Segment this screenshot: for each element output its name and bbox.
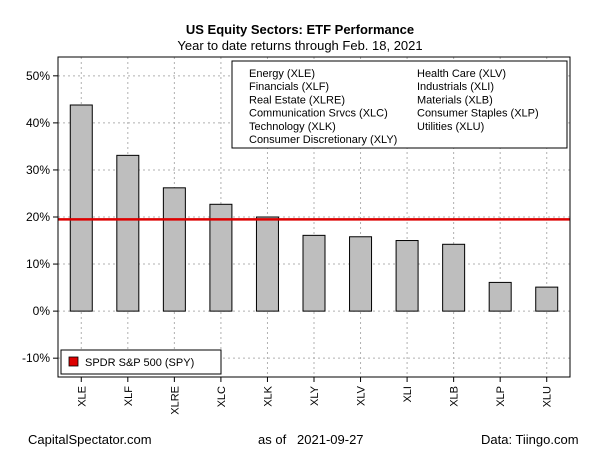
x-tick-label: XLP	[495, 386, 507, 407]
sector-legend-item: Real Estate (XLRE)	[249, 94, 345, 106]
y-tick-label: 20%	[26, 210, 50, 224]
bar-xlv	[349, 236, 373, 312]
x-tick-label: XLC	[216, 386, 228, 407]
x-tick-label: XLY	[309, 385, 321, 406]
bar-xly	[302, 234, 326, 312]
chart-title: US Equity Sectors: ETF Performance	[185, 22, 415, 37]
sector-legend-item: Materials (XLB)	[417, 94, 493, 106]
x-tick-label: XLRE	[169, 386, 181, 415]
benchmark-legend-box	[60, 349, 222, 375]
sector-legend-item: Health Care (XLV)	[417, 68, 506, 80]
bar-xlk	[255, 216, 279, 312]
footer-data-source: Data: Tiingo.com	[481, 432, 579, 447]
y-tick-label: 40%	[26, 116, 50, 130]
bar-xlb	[442, 243, 466, 312]
y-tick-label: -10%	[22, 351, 50, 365]
bar-xli	[395, 240, 419, 312]
footer-as-of-label: as of	[258, 432, 287, 447]
x-tick-label: XLK	[262, 385, 274, 406]
bar-xlf	[116, 154, 140, 312]
y-tick-label: 10%	[26, 257, 50, 271]
x-tick-label: XLV	[356, 385, 368, 406]
benchmark-legend-swatch	[68, 356, 79, 367]
footer-as-of: as of 2021-09-27	[258, 432, 364, 447]
y-tick-label: 0%	[33, 304, 51, 318]
benchmark-legend-label: SPDR S&P 500 (SPY)	[85, 357, 194, 369]
sector-legend-item: Utilities (XLU)	[417, 121, 484, 133]
axes: -10% 0% 10% 20% 30% 40% 50% XLE XLF XLRE XLC XLK XLY…	[22, 56, 571, 415]
x-tick-label: XLU	[542, 386, 554, 407]
y-tick-label: 30%	[26, 163, 50, 177]
bar-xlu	[535, 286, 559, 312]
x-tick-label: XLB	[449, 386, 461, 407]
x-tick-label: XLI	[402, 386, 414, 403]
sector-legend-item: Financials (XLF)	[249, 81, 329, 93]
sector-legend-item: Consumer Discretionary (XLY)	[249, 134, 397, 146]
y-tick-label: 50%	[26, 69, 50, 83]
footer-source-site: CapitalSpectator.com	[28, 432, 152, 447]
sector-legend-item: Communication Srvcs (XLC)	[249, 108, 388, 120]
sector-legend: Energy (XLE)Financials (XLF)Real Estate …	[231, 60, 568, 149]
benchmark-legend: SPDR S&P 500 (SPY)	[60, 349, 222, 375]
sector-legend-item: Energy (XLE)	[249, 68, 315, 80]
bar-xle	[69, 104, 93, 312]
bar-xlp	[488, 281, 512, 312]
x-tick-label: XLF	[123, 386, 135, 406]
sector-legend-item: Industrials (XLI)	[417, 81, 494, 93]
chart-subtitle: Year to date returns through Feb. 18, 20…	[177, 38, 423, 53]
bar-xlre	[162, 187, 186, 312]
sector-legend-item: Technology (XLK)	[249, 121, 336, 133]
x-tick-label: XLE	[76, 386, 88, 407]
footer-date: 2021-09-27	[297, 432, 364, 447]
bar-xlc	[209, 203, 233, 312]
sector-legend-box	[231, 60, 568, 149]
sector-legend-item: Consumer Staples (XLP)	[417, 108, 539, 120]
